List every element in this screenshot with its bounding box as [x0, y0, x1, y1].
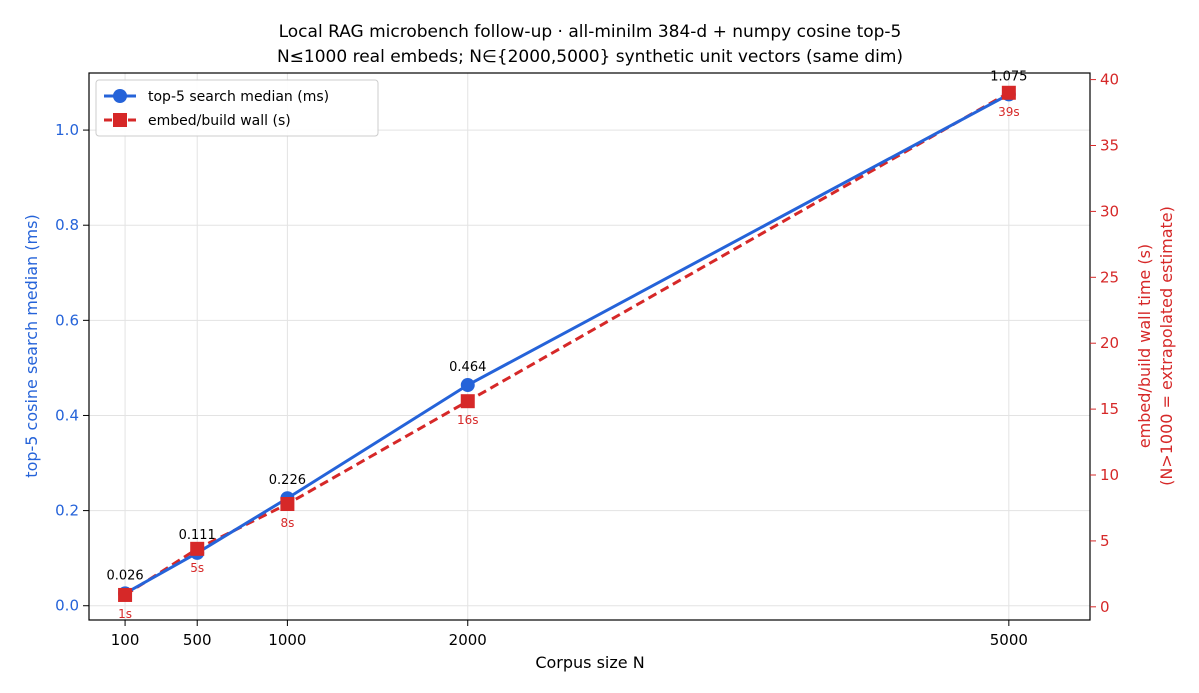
search-median-label: 0.464: [449, 360, 486, 375]
build-time-label: 16s: [457, 413, 479, 427]
right-tick-label: 25: [1100, 268, 1119, 286]
right-axis-ticks: 0 5 10 15 20 25 30 35 40: [1090, 71, 1119, 616]
build-time-line: [124, 91, 1010, 597]
right-tick-label: 30: [1100, 202, 1119, 220]
search-median-label: 0.226: [269, 473, 306, 488]
legend-marker-build: [113, 113, 127, 127]
left-tick-label: 0.6: [55, 311, 79, 329]
legend: top-5 search median (ms) embed/build wal…: [95, 79, 379, 137]
x-tick-label: 1000: [268, 631, 306, 649]
legend-label-search: top-5 search median (ms): [148, 89, 329, 105]
legend-label-build: embed/build wall (s): [148, 113, 291, 129]
legend-box: [95, 79, 379, 137]
right-tick-label: 20: [1100, 334, 1119, 352]
build-time-label: 1s: [118, 607, 132, 621]
build-time-label: 5s: [190, 561, 204, 575]
right-tick-label: 5: [1100, 532, 1110, 550]
plot-frame: [88, 72, 1091, 621]
left-axis-label: top-5 cosine search median (ms): [22, 214, 41, 477]
right-tick-label: 35: [1100, 136, 1119, 154]
build-time-point: [460, 394, 475, 409]
grid: [89, 73, 1090, 620]
series-layer: [118, 85, 1016, 602]
x-tick-label: 100: [111, 631, 140, 649]
right-tick-label: 15: [1100, 400, 1119, 418]
left-tick-label: 0.8: [55, 216, 79, 234]
legend-marker-search: [113, 89, 127, 103]
right-axis-label-line1: embed/build wall time (s): [1135, 244, 1154, 448]
search-median-label: 1.075: [990, 69, 1027, 84]
build-time-point: [190, 541, 205, 556]
build-time-point: [118, 587, 133, 602]
chart-title: Local RAG microbench follow-up · all-min…: [279, 22, 902, 42]
search-median-label: 0.111: [179, 528, 216, 543]
build-time-point: [280, 497, 295, 512]
x-tick-label: 500: [183, 631, 212, 649]
left-tick-label: 0.2: [55, 502, 79, 520]
right-axis-label-line2: (N>1000 = extrapolated estimate): [1157, 206, 1176, 486]
right-tick-label: 40: [1100, 71, 1119, 89]
left-tick-label: 1.0: [55, 121, 79, 139]
right-tick-label: 10: [1100, 466, 1119, 484]
left-tick-label: 0.0: [55, 597, 79, 615]
x-tick-label: 2000: [449, 631, 487, 649]
build-time-label: 8s: [280, 516, 294, 530]
x-axis-ticks: 100 500 1000 2000 5000: [111, 620, 1028, 649]
left-tick-label: 0.4: [55, 406, 79, 424]
search-median-point: [460, 378, 475, 393]
left-axis-ticks: 0.0 0.2 0.4 0.6 0.8 1.0: [55, 121, 89, 615]
build-time-label: 39s: [998, 105, 1020, 119]
search-median-label: 0.026: [106, 568, 143, 583]
x-axis-label: Corpus size N: [535, 653, 644, 672]
right-tick-label: 0: [1100, 598, 1110, 616]
x-tick-label: 5000: [990, 631, 1028, 649]
build-time-point: [1001, 85, 1016, 100]
chart-subtitle: N≤1000 real embeds; N∈{2000,5000} synthe…: [277, 47, 903, 67]
